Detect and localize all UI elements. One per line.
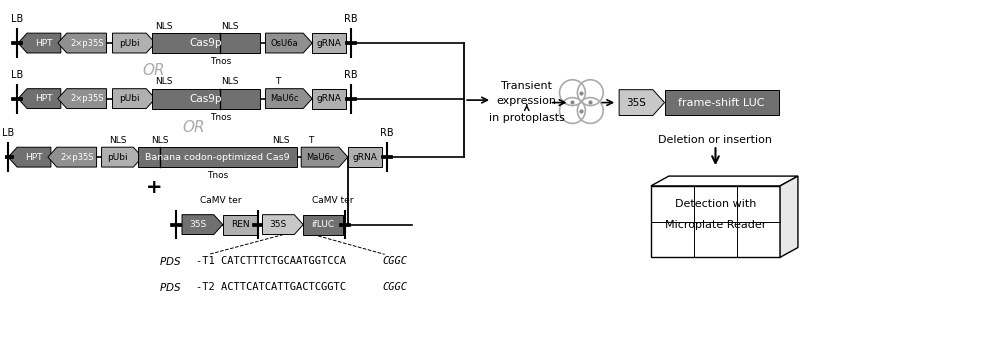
Text: OR: OR (183, 120, 205, 135)
Text: NLS: NLS (155, 77, 173, 86)
Bar (312, 33, 346, 53)
Text: -T1 CATCTTTCTGCAATGGTCCA: -T1 CATCTTTCTGCAATGGTCCA (196, 256, 346, 266)
Polygon shape (265, 89, 312, 108)
Text: NLS: NLS (221, 22, 238, 31)
Polygon shape (48, 147, 97, 167)
Text: CGGC: CGGC (383, 282, 408, 292)
Bar (152, 33, 260, 53)
Polygon shape (58, 89, 107, 108)
Text: REN: REN (231, 220, 249, 229)
Text: in protoplasts: in protoplasts (489, 113, 565, 124)
Text: HPT: HPT (35, 38, 53, 48)
Text: ifLUC: ifLUC (312, 220, 335, 229)
Polygon shape (58, 33, 107, 53)
Text: NLS: NLS (221, 77, 238, 86)
Text: T: T (275, 77, 280, 86)
Bar (348, 147, 382, 167)
Text: Transient: Transient (501, 81, 552, 91)
Text: pUbi: pUbi (119, 38, 140, 48)
Bar (312, 89, 346, 108)
Text: CGGC: CGGC (383, 256, 408, 266)
Text: MaU6c: MaU6c (306, 153, 334, 162)
Text: RB: RB (380, 128, 393, 138)
Text: RB: RB (344, 70, 358, 80)
Text: Deletion or insertion: Deletion or insertion (658, 135, 772, 145)
Text: +: + (146, 178, 162, 197)
Polygon shape (112, 89, 155, 108)
Text: 35S: 35S (270, 220, 287, 229)
Text: 2×p35S: 2×p35S (70, 94, 103, 103)
Text: NLS: NLS (151, 136, 169, 145)
Text: 2×p35S: 2×p35S (60, 153, 93, 162)
Text: MaU6c: MaU6c (270, 94, 299, 103)
Text: CaMV ter: CaMV ter (200, 196, 242, 205)
Polygon shape (262, 215, 303, 234)
Text: Cas9p: Cas9p (190, 38, 222, 48)
Text: expression: expression (497, 96, 557, 106)
Polygon shape (780, 176, 798, 257)
Text: 2×p35S: 2×p35S (70, 38, 103, 48)
Text: Cas9p: Cas9p (190, 93, 222, 104)
Text: OsU6a: OsU6a (271, 38, 298, 48)
Text: pUbi: pUbi (119, 94, 140, 103)
Polygon shape (182, 215, 223, 234)
Polygon shape (18, 33, 61, 53)
Text: LB: LB (2, 128, 14, 138)
Text: HPT: HPT (35, 94, 53, 103)
Text: gRNA: gRNA (317, 94, 341, 103)
Text: $\it{PDS}$: $\it{PDS}$ (159, 281, 182, 293)
Text: -T2 ACTTCATCATTGACTCGGTC: -T2 ACTTCATCATTGACTCGGTC (196, 282, 346, 292)
Polygon shape (112, 33, 155, 53)
Text: NLS: NLS (155, 22, 173, 31)
Polygon shape (8, 147, 51, 167)
Text: CaMV ter: CaMV ter (312, 196, 354, 205)
Text: gRNA: gRNA (352, 153, 377, 162)
Bar (303, 215, 343, 234)
Text: Tnos: Tnos (210, 57, 231, 66)
Text: pUbi: pUbi (107, 153, 128, 162)
Text: NLS: NLS (273, 136, 290, 145)
Bar (665, 90, 779, 116)
Bar (651, 186, 780, 257)
Text: $\it{PDS}$: $\it{PDS}$ (159, 255, 182, 267)
Text: LB: LB (11, 14, 23, 24)
Text: LB: LB (11, 70, 23, 80)
Text: OR: OR (143, 63, 166, 78)
Polygon shape (301, 147, 348, 167)
Text: Tnos: Tnos (207, 172, 228, 181)
Text: HPT: HPT (25, 153, 43, 162)
Text: frame-shift LUC: frame-shift LUC (678, 98, 765, 107)
Polygon shape (651, 176, 798, 186)
Text: T: T (308, 136, 314, 145)
Text: RB: RB (344, 14, 358, 24)
Bar (223, 215, 258, 234)
Text: gRNA: gRNA (317, 38, 341, 48)
Text: Tnos: Tnos (210, 113, 231, 122)
Text: Detection with: Detection with (675, 199, 756, 209)
Polygon shape (102, 147, 142, 167)
Polygon shape (265, 33, 312, 53)
Polygon shape (18, 89, 61, 108)
Text: 35S: 35S (189, 220, 207, 229)
Text: NLS: NLS (109, 136, 126, 145)
Text: Banana codon-optimized Cas9: Banana codon-optimized Cas9 (145, 153, 290, 162)
Text: 35S: 35S (626, 98, 646, 107)
Bar (152, 89, 260, 108)
Bar (138, 147, 297, 167)
Polygon shape (619, 90, 665, 116)
Text: Microplate Reader: Microplate Reader (665, 219, 766, 230)
